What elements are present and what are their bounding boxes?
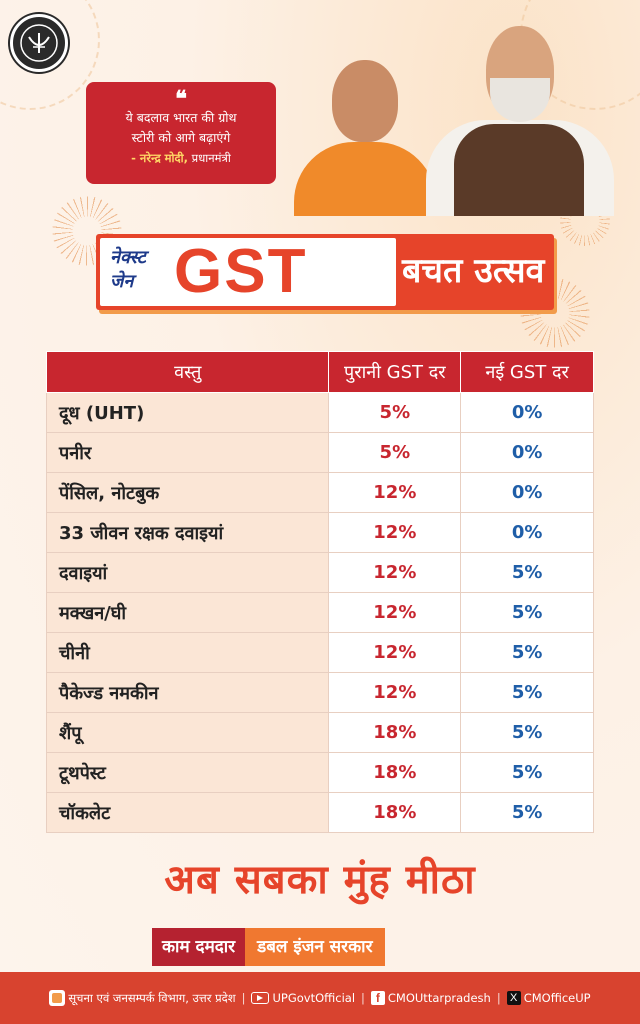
youtube-icon: [251, 992, 270, 1004]
table-body: दूध (UHT) 5% 0% पनीर 5% 0% पेंसिल, नोटबुक 12% 0%…: [45, 392, 594, 833]
old-rate: 18%: [328, 792, 462, 833]
new-rate: 5%: [460, 552, 594, 593]
slogan: अब सबका मुंह मीठा: [164, 857, 476, 903]
footer: सूचना एवं जनसम्पर्क विभाग, उत्तर प्रदेश …: [0, 972, 640, 1024]
old-rate: 12%: [328, 672, 462, 713]
item-name: पेंसिल, नोटबुक: [45, 472, 330, 513]
table-row: पैकेज्ड नमकीन 12% 5%: [45, 672, 594, 713]
header-old-rate: पुरानी GST दर: [328, 351, 462, 393]
table-row: पनीर 5% 0%: [45, 432, 594, 473]
gst-banner: नेक्स्ट जेन GST बचत उत्सव: [96, 234, 554, 310]
new-rate: 0%: [460, 392, 594, 433]
old-rate: 5%: [328, 432, 462, 473]
old-rate: 12%: [328, 552, 462, 593]
item-name: मक्खन/घी: [45, 592, 330, 633]
portrait-left: [290, 50, 440, 216]
department-label: सूचना एवं जनसम्पर्क विभाग, उत्तर प्रदेश: [68, 990, 236, 1005]
nextgen-label: नेक्स्ट जेन: [110, 246, 174, 294]
item-name: दवाइयां: [45, 552, 330, 593]
quote-author: - नरेन्द्र मोदी, प्रधानमंत्री: [94, 148, 268, 168]
footer-facebook[interactable]: f CMOUttarpradesh: [370, 991, 491, 1005]
nextgen-line-1: नेक्स्ट: [110, 247, 146, 268]
banner-left-panel: नेक्स्ट जेन GST: [100, 238, 396, 306]
item-name: पनीर: [45, 432, 330, 473]
table-header-row: वस्तु पुरानी GST दर नई GST दर: [45, 351, 594, 393]
new-rate: 5%: [460, 792, 594, 833]
new-rate: 0%: [460, 472, 594, 513]
facebook-icon: f: [370, 991, 385, 1005]
new-rate: 5%: [460, 632, 594, 673]
old-rate: 12%: [328, 512, 462, 553]
new-rate: 5%: [460, 672, 594, 713]
table-row: दवाइयां 12% 5%: [45, 552, 594, 593]
item-name: 33 जीवन रक्षक दवाइयां: [45, 512, 330, 553]
item-name: चॉकलेट: [45, 792, 330, 833]
new-rate: 0%: [460, 432, 594, 473]
author-role: प्रधानमंत्री: [188, 151, 231, 165]
table-row: पेंसिल, नोटबुक 12% 0%: [45, 472, 594, 513]
x-handle[interactable]: CMOfficeUP: [523, 991, 591, 1005]
portrait-right: [420, 24, 620, 216]
old-rate: 5%: [328, 392, 462, 433]
item-name: पैकेज्ड नमकीन: [45, 672, 330, 713]
new-rate: 0%: [460, 512, 594, 553]
emblem-icon: [20, 24, 58, 62]
footer-separator: |: [361, 991, 365, 1005]
header-new-rate: नई GST दर: [460, 351, 594, 393]
footer-separator: |: [496, 991, 501, 1005]
table-row: शैंपू 18% 5%: [45, 712, 594, 753]
new-rate: 5%: [460, 752, 594, 793]
item-name: टूथपेस्ट: [45, 752, 330, 793]
table-row: दूध (UHT) 5% 0%: [45, 392, 594, 433]
item-name: दूध (UHT): [45, 392, 330, 433]
old-rate: 12%: [328, 592, 462, 633]
old-rate: 12%: [328, 632, 462, 673]
quote-box: ❝ ये बदलाव भारत की ग्रोथ स्टोरी को आगे ब…: [86, 82, 276, 184]
quote-line-1: ये बदलाव भारत की ग्रोथ: [125, 110, 237, 125]
author-name: - नरेन्द्र मोदी,: [131, 151, 188, 165]
footer-department: सूचना एवं जनसम्पर्क विभाग, उत्तर प्रदेश: [49, 990, 236, 1006]
footer-x[interactable]: X CMOfficeUP: [506, 991, 591, 1005]
new-rate: 5%: [460, 712, 594, 753]
item-name: शैंपू: [45, 712, 330, 753]
table-row: चॉकलेट 18% 5%: [45, 792, 594, 833]
table-row: टूथपेस्ट 18% 5%: [45, 752, 594, 793]
youtube-handle[interactable]: UPGovtOfficial: [272, 991, 356, 1005]
tagline-part-1: काम दमदार: [152, 928, 246, 966]
table-row: मक्खन/घी 12% 5%: [45, 592, 594, 633]
quote-line-2: स्टोरी को आगे बढ़ाएंगे: [131, 130, 231, 145]
gst-title: GST: [174, 237, 308, 306]
facebook-handle[interactable]: CMOUttarpradesh: [387, 991, 491, 1005]
table-row: चीनी 12% 5%: [45, 632, 594, 673]
old-rate: 12%: [328, 472, 462, 513]
up-government-logo: [10, 14, 68, 72]
old-rate: 18%: [328, 712, 462, 753]
gst-rate-table: वस्तु पुरानी GST दर नई GST दर दूध (UHT) 5% 0…: [45, 351, 594, 833]
x-icon: X: [506, 991, 521, 1005]
header-item: वस्तु: [45, 351, 330, 393]
department-logo-icon: [49, 990, 66, 1006]
footer-youtube[interactable]: UPGovtOfficial: [251, 991, 355, 1005]
item-name: चीनी: [45, 632, 330, 673]
footer-separator: |: [241, 991, 246, 1005]
nextgen-line-2: जेन: [110, 271, 134, 292]
quote-mark-icon: ❝: [175, 86, 187, 112]
bachat-utsav-title: बचत उत्सव: [402, 251, 545, 291]
old-rate: 18%: [328, 752, 462, 793]
new-rate: 5%: [460, 592, 594, 633]
tagline: काम दमदार डबल इंजन सरकार: [152, 928, 385, 966]
tagline-part-2: डबल इंजन सरकार: [245, 928, 385, 966]
table-row: 33 जीवन रक्षक दवाइयां 12% 0%: [45, 512, 594, 553]
